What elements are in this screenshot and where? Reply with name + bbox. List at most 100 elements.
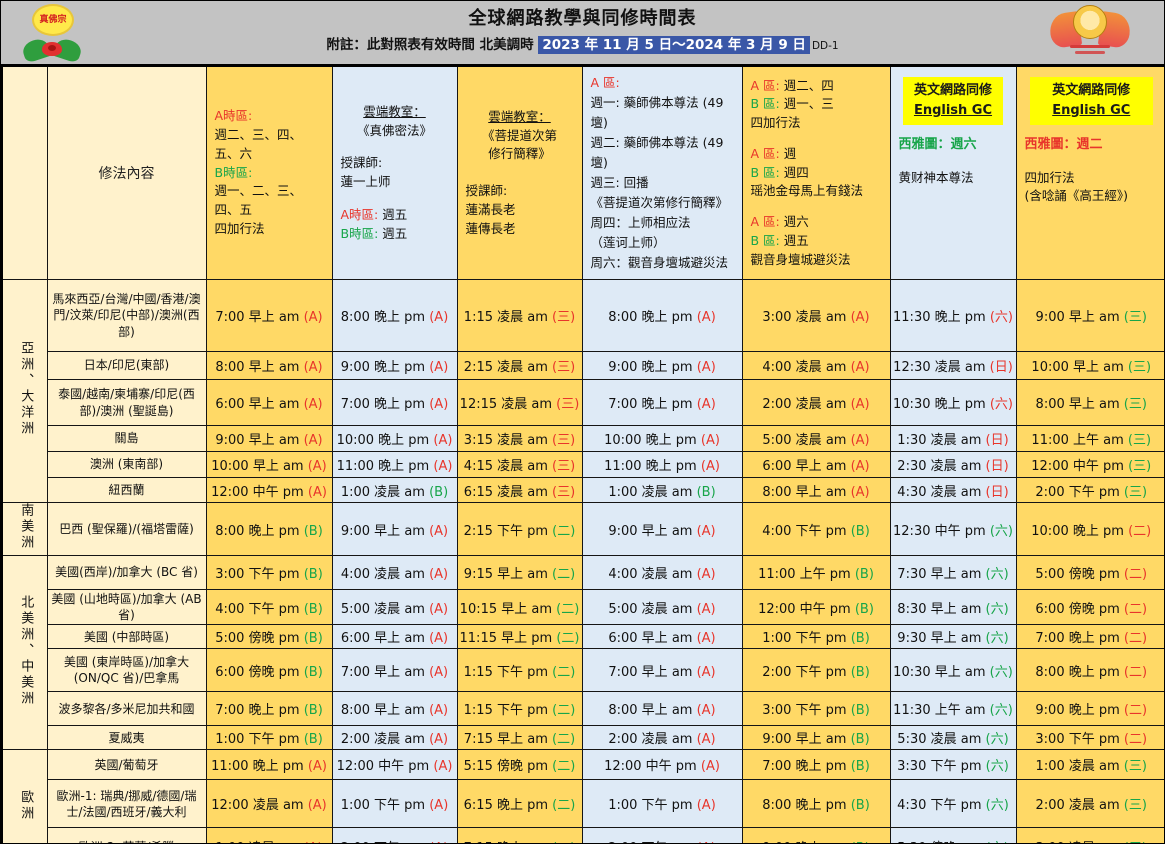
zone-marker: (A) <box>700 433 720 448</box>
zone-marker: (三) <box>552 360 576 375</box>
cloud-class-tantra-header: 雲端教室： 《真佛密法》 授課師: 蓮一上师 A時區: 週五 B時區: 週五 <box>331 65 458 280</box>
location-cell: 紐西蘭 <box>46 477 207 503</box>
time-value: 2:00 凌晨 am <box>762 397 847 412</box>
zone-a-days: 週 <box>783 145 797 161</box>
class-title-line1: 《菩提道次第 <box>481 127 557 143</box>
time-cell: 3:00 凌晨 am (A) <box>741 279 891 352</box>
zone-marker: (A) <box>696 360 716 375</box>
english-gc-badge-zh: 英文網路同修 <box>1052 83 1131 98</box>
time-value: 11:00 晚上 pm <box>604 459 697 474</box>
time-value: 12:00 中午 pm <box>211 484 304 500</box>
time-value: 9:00 晚上 pm <box>340 360 426 375</box>
zone-marker: (日) <box>989 360 1013 375</box>
zone-marker: (二) <box>1123 631 1148 647</box>
region-group-cell: 亞洲、大洋洲 <box>1 279 48 503</box>
time-cell: 11:30 上午 am (六) <box>889 691 1017 727</box>
time-value: 8:00 晚上 pm <box>762 798 847 814</box>
time-cell: 3:00 下午 pm (二) <box>1015 725 1164 751</box>
zone-marker: (A) <box>696 601 716 617</box>
time-value: 3:00 下午 pm <box>1035 732 1120 748</box>
time-value: 9:15 早上 am <box>463 567 548 582</box>
time-value: 12:00 中午 pm <box>604 759 697 775</box>
time-cell: 10:30 晚上 pm (六) <box>889 379 1017 426</box>
time-cell: 3:30 下午 pm (六) <box>889 749 1017 781</box>
program-line: 週三: 回播 <box>590 175 649 190</box>
zone-marker: (六) <box>985 798 1009 814</box>
location-name: 關島 <box>114 431 139 446</box>
practice-content-label: 修法內容 <box>98 166 155 182</box>
location-cell: 關島 <box>46 425 207 452</box>
zone-marker: (三) <box>1123 310 1147 325</box>
time-cell: 5:15 傍晚 pm (二) <box>456 749 583 781</box>
time-cell: 2:30 凌晨 am (日) <box>889 451 1017 478</box>
time-value: 8:00 早上 am <box>1035 397 1120 412</box>
region-group-label: 歐洲 <box>18 789 34 822</box>
zone-marker: (A) <box>850 484 870 500</box>
time-cell: 5:30 傍晚 pm (六) <box>889 827 1017 843</box>
teacher-label: 授課師: <box>465 183 508 198</box>
time-value: 12:00 中午 pm <box>336 759 430 775</box>
region-group-cell: 南美洲 <box>1 502 48 556</box>
time-cell: 8:00 早上 am (A) <box>331 691 458 727</box>
zone-marker: (三) <box>1127 360 1152 375</box>
english-gc-tuesday-header: 英文網路同修 English GC 西雅圖：週二 四加行法 (含唸誦《高王經》) <box>1015 65 1164 280</box>
time-value: 11:00 上午 pm <box>758 567 851 582</box>
time-cell: 6:00 早上 am (A) <box>205 379 333 426</box>
time-value: 8:00 早上 am <box>215 360 300 375</box>
zone-marker: (二) <box>1123 703 1148 719</box>
zone-marker: (A) <box>696 798 716 814</box>
zone-marker: (A) <box>429 360 449 375</box>
schedule-row: 波多黎各/多米尼加共和國 7:00 晚上 pm (B) 8:00 早上 am (A)… <box>2 691 1164 727</box>
zone-marker: (二) <box>556 601 580 617</box>
time-cell: 4:15 凌晨 am (三) <box>456 451 583 478</box>
schedule-row: 日本/印尼(東部) 8:00 早上 am (A) 9:00 晚上 pm (A) 2:1… <box>2 351 1164 380</box>
time-value: 11:30 晚上 pm <box>893 310 986 325</box>
time-value: 5:00 傍晚 pm <box>1035 567 1120 582</box>
zone-marker: (A) <box>700 759 720 775</box>
time-cell: 4:00 凌晨 am (A) <box>331 555 458 590</box>
time-cell: 9:00 晚上 pm (A) <box>331 351 458 380</box>
schedule-row: 紐西蘭 12:00 中午 pm (A) 1:00 凌晨 am (B) 6:15 凌晨 … <box>2 477 1164 503</box>
zone-marker: (A) <box>850 397 870 412</box>
zone-marker: (A) <box>303 397 323 412</box>
time-cell: 11:00 晚上 pm (A) <box>331 451 458 478</box>
time-cell: 1:00 凌晨 am (B) <box>581 477 743 503</box>
location-name: 美國 (山地時區)/加拿大 (AB 省) <box>51 592 202 623</box>
validity-dates-highlight: 2023 年 11 月 5 日～2024 年 3 月 9 日 <box>538 36 810 54</box>
time-value: 6:00 早上 am <box>608 631 693 647</box>
lotus-icon <box>42 42 62 56</box>
time-cell: 12:00 中午 pm (A) <box>581 749 743 781</box>
time-value: 1:00 下午 pm <box>608 798 693 814</box>
time-cell: 7:15 早上 am (二) <box>456 725 583 751</box>
schedule-row: 亞洲、大洋洲 馬來西亞/台灣/中國/香港/澳門/汶萊/印尼(中部)/澳洲(西部) 7… <box>1 279 1164 503</box>
zone-marker: (A) <box>429 664 449 680</box>
zone-marker: (B) <box>850 631 870 647</box>
header-row: 修法內容 A時區: 週二、三、四、五、六 B時區: 週一、二、三、四、五 四加行… <box>1 65 1164 280</box>
zone-marker: (六) <box>985 601 1009 617</box>
time-cell: 5:30 凌晨 am (六) <box>889 725 1017 751</box>
time-value: 11:00 晚上 pm <box>336 459 430 474</box>
time-value: 2:00 凌晨 am <box>340 732 425 748</box>
zone-marker: (A) <box>696 310 716 325</box>
page-title: 全球網路教學與同修時間表 <box>468 8 697 29</box>
zone-marker: (二) <box>1123 601 1148 617</box>
time-value: 10:00 晚上 pm <box>336 433 430 448</box>
time-value: 7:30 早上 am <box>897 567 982 582</box>
time-value: 6:00 傍晚 pm <box>215 664 300 680</box>
time-value: 6:00 傍晚 pm <box>1035 601 1120 617</box>
zone-b-days: 週四 <box>783 164 809 180</box>
zone-a-days: 週二、三、四、五、六 <box>214 127 303 161</box>
zone-marker: (A) <box>696 523 716 539</box>
time-value: 7:00 早上 am <box>215 310 300 325</box>
zone-marker: (A) <box>429 567 449 582</box>
time-value: 11:15 早上 pm <box>459 631 553 647</box>
zone-marker: (A) <box>433 433 453 448</box>
program-block: A 區: 週 B 區: 週四 瑶池金母馬上有錢法 <box>751 145 882 201</box>
schedule-row: 南美洲 巴西 (聖保羅)/(福塔雷薩) 8:00 晚上 pm (B) 9:00 早上 … <box>1 502 1164 556</box>
time-value: 7:00 晚上 pm <box>608 397 693 412</box>
zone-marker: (A) <box>429 601 449 617</box>
time-value: 7:00 晚上 pm <box>215 703 300 719</box>
time-cell: 2:00 下午 pm (B) <box>741 648 891 693</box>
seattle-day-line: 西雅圖：週二 <box>1025 135 1159 155</box>
